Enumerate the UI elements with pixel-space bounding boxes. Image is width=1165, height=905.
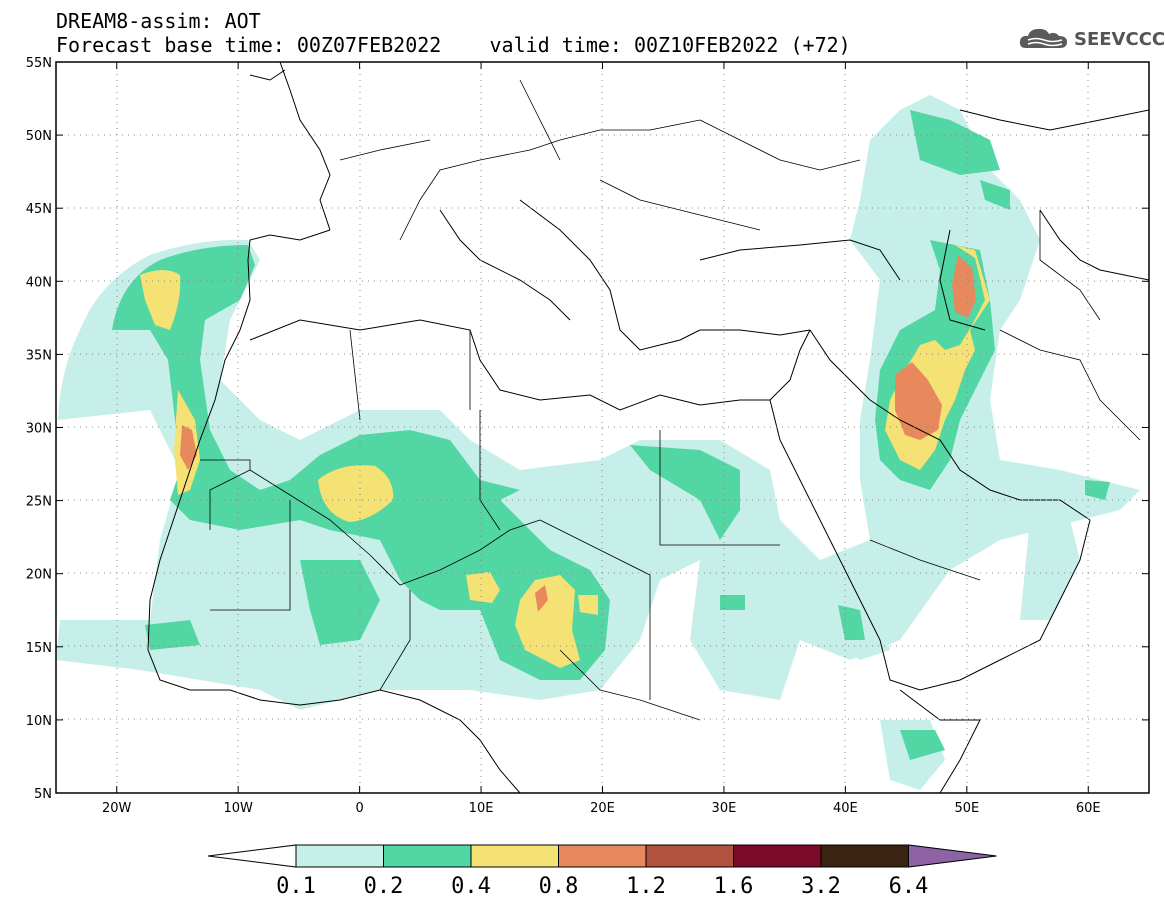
colorbar-segment (645, 844, 734, 868)
latitude-axis: 55N 50N 45N 40N 35N 30N 25N 20N 15N 10N 5N (26, 56, 1149, 802)
lon-tick-label: 20W (102, 801, 132, 816)
longitude-axis: 20W 10W 0 10E 20E 30E 40E 50E 60E (102, 62, 1101, 816)
lon-tick-label: 40E (833, 801, 858, 816)
lat-tick-label: 40N (26, 275, 52, 290)
lat-tick-label: 50N (26, 129, 52, 144)
lat-tick-label: 20N (26, 568, 52, 583)
lon-tick-label: 50E (954, 801, 979, 816)
lat-tick-label: 25N (26, 495, 52, 510)
aot-field-0.8 (180, 255, 976, 612)
colorbar-label: 0.2 (364, 874, 404, 899)
colorbar-label: 6.4 (889, 874, 929, 899)
map-plot-area (56, 62, 1149, 793)
colorbar-over-arrow (908, 844, 997, 868)
lat-tick-label: 55N (26, 56, 52, 71)
lat-tick-label: 35N (26, 348, 52, 363)
forecast-time-line: Forecast base time: 00Z07FEB2022 valid t… (56, 34, 851, 56)
lat-tick-label: 30N (26, 422, 52, 437)
lon-tick-label: 10E (469, 801, 494, 816)
lat-tick-label: 45N (26, 202, 52, 217)
lon-tick-label: 30E (712, 801, 737, 816)
lon-tick-label: 0 (355, 801, 363, 816)
colorbar-under-arrow (207, 844, 297, 868)
lat-tick-label: 15N (26, 641, 52, 656)
colorbar-segment (733, 844, 822, 868)
colorbar-segment (295, 844, 384, 868)
colorbar: 0.1 0.2 0.4 0.8 1.2 1.6 3.2 6.4 (207, 844, 997, 899)
colorbar-label: 1.6 (714, 874, 754, 899)
lat-tick-label: 5N (34, 787, 52, 802)
lon-tick-label: 20E (590, 801, 615, 816)
graticule (56, 62, 1149, 793)
logo-text: SEEVCCC (1074, 28, 1165, 50)
colorbar-label: 1.2 (626, 874, 666, 899)
colorbar-label: 0.1 (276, 874, 316, 899)
coastlines (147, 62, 1149, 793)
seevccc-logo: SEEVCCC (1018, 24, 1165, 54)
base-time: Forecast base time: 00Z07FEB2022 (56, 33, 442, 57)
colorbar-segment (558, 844, 647, 868)
lon-tick-label: 10W (223, 801, 253, 816)
valid-time: valid time: 00Z10FEB2022 (+72) (489, 33, 851, 57)
colorbar-segment (383, 844, 472, 868)
colorbar-segment (470, 844, 559, 868)
colorbar-label: 0.8 (539, 874, 579, 899)
map-title: DREAM8-assim: AOT (56, 9, 261, 33)
lon-tick-label: 60E (1076, 801, 1101, 816)
lat-tick-label: 10N (26, 714, 52, 729)
colorbar-label: 3.2 (801, 874, 841, 899)
colorbar-label: 0.4 (451, 874, 491, 899)
colorbar-segment (820, 844, 909, 868)
cloud-icon (1019, 28, 1067, 48)
borders (200, 79, 1141, 721)
